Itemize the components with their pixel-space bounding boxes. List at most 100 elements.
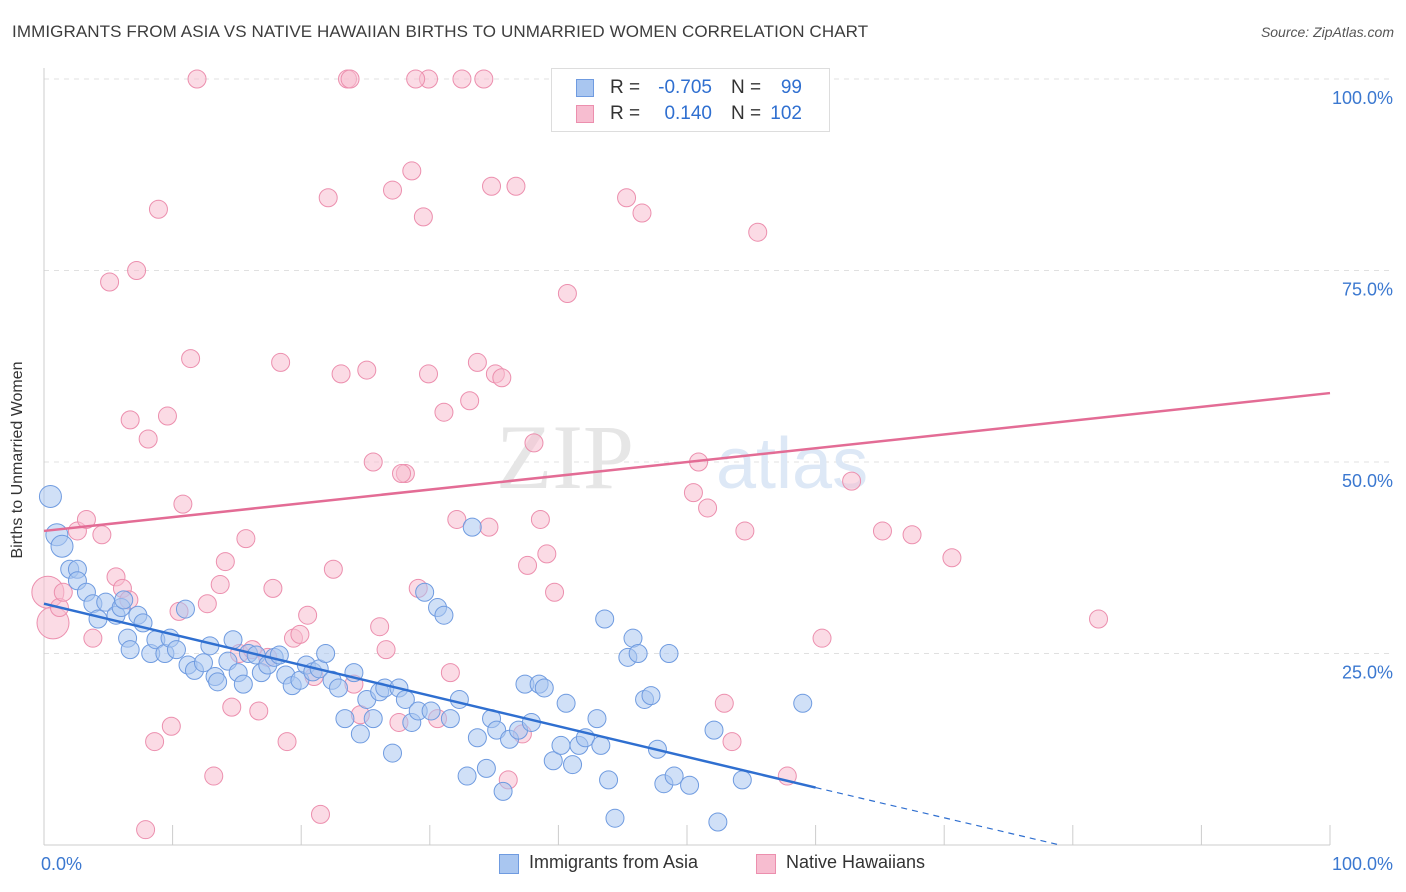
point-immigrants-from-asia	[659, 644, 679, 663]
point-native-hawaiians	[277, 732, 297, 752]
point-native-hawaiians	[145, 732, 165, 752]
x-tick-label-min: 0.0%	[41, 854, 82, 874]
point-immigrants-from-asia	[595, 609, 615, 629]
asia-r-label: R =	[610, 77, 641, 98]
point-immigrants-from-asia	[641, 686, 661, 706]
point-immigrants-from-asia	[415, 582, 435, 602]
trend-line-asia-extension	[815, 786, 1061, 846]
point-immigrants-from-asia	[628, 644, 648, 663]
hawaiian-swatch	[576, 105, 594, 123]
legend-hawaiian-swatch	[756, 854, 776, 874]
point-native-hawaiians	[370, 617, 390, 637]
point-native-hawaiians	[722, 732, 742, 752]
point-native-hawaiians	[197, 594, 217, 614]
point-native-hawaiians	[318, 188, 338, 208]
point-native-hawaiians	[357, 360, 377, 380]
trend-lines	[43, 391, 1331, 846]
watermark-atlas: atlas	[716, 424, 868, 504]
point-native-hawaiians	[236, 529, 256, 549]
point-native-hawaiians	[524, 433, 544, 453]
legend-asia-swatch	[499, 854, 519, 874]
point-native-hawaiians	[402, 161, 422, 181]
point-native-hawaiians	[406, 69, 426, 89]
point-native-hawaiians	[735, 521, 755, 541]
point-native-hawaiians	[148, 199, 168, 219]
point-native-hawaiians	[210, 575, 230, 595]
point-native-hawaiians	[157, 406, 177, 426]
point-native-hawaiians	[53, 582, 73, 602]
point-native-hawaiians	[363, 452, 383, 472]
hawaiian-n-label: N =	[731, 103, 762, 124]
point-native-hawaiians	[222, 697, 242, 717]
point-native-hawaiians	[537, 544, 557, 564]
point-native-hawaiians	[632, 203, 652, 223]
asia-swatch	[576, 79, 594, 97]
point-native-hawaiians	[447, 509, 467, 529]
point-native-hawaiians	[419, 364, 439, 384]
point-immigrants-from-asia	[493, 781, 513, 801]
chart-title: IMMIGRANTS FROM ASIA VS NATIVE HAWAIIAN …	[12, 22, 869, 41]
axes	[43, 68, 1331, 846]
point-native-hawaiians	[748, 222, 768, 242]
point-immigrants-from-asia	[732, 770, 752, 790]
point-immigrants-from-asia	[383, 743, 403, 763]
stats-row-hawaiian: R = 0.140 N = 102	[552, 101, 829, 127]
point-native-hawaiians	[474, 69, 494, 89]
point-native-hawaiians	[127, 261, 147, 280]
hawaiian-r-label: R =	[610, 103, 641, 124]
point-immigrants-from-asia	[175, 599, 195, 619]
point-native-hawaiians	[376, 640, 396, 660]
point-native-hawaiians	[942, 548, 962, 568]
point-immigrants-from-asia	[114, 590, 134, 610]
y-tick-label: 25.0%	[1342, 663, 1393, 683]
point-immigrants-from-asia	[462, 517, 482, 537]
point-native-hawaiians	[340, 69, 360, 89]
point-immigrants-from-asia	[467, 728, 487, 748]
legend-hawaiian-label: Native Hawaiians	[786, 852, 926, 872]
point-native-hawaiians	[683, 483, 703, 503]
point-native-hawaiians	[215, 552, 235, 572]
point-native-hawaiians	[187, 69, 207, 89]
point-immigrants-from-asia	[487, 720, 507, 740]
point-immigrants-from-asia	[556, 693, 576, 713]
point-immigrants-from-asia	[534, 678, 554, 698]
point-native-hawaiians	[440, 663, 460, 683]
point-immigrants-from-asia	[233, 674, 253, 694]
trend-line-immigrants-from-asia	[43, 602, 816, 789]
source-label: Source: ZipAtlas.com	[1260, 24, 1394, 40]
point-native-hawaiians	[518, 555, 538, 575]
point-native-hawaiians	[161, 716, 181, 736]
point-native-hawaiians	[506, 176, 526, 196]
point-native-hawaiians	[434, 402, 454, 422]
hawaiian-r-value: 0.140	[664, 103, 712, 124]
gridlines	[44, 78, 1392, 654]
point-native-hawaiians	[120, 410, 140, 430]
point-native-hawaiians	[872, 521, 892, 541]
point-native-hawaiians	[392, 463, 412, 483]
point-native-hawaiians	[413, 207, 433, 227]
point-native-hawaiians	[323, 559, 343, 579]
point-immigrants-from-asia	[587, 709, 607, 729]
point-immigrants-from-asia	[605, 808, 625, 828]
point-native-hawaiians	[271, 352, 291, 372]
point-immigrants-from-asia	[476, 758, 496, 778]
point-immigrants-from-asia	[208, 672, 228, 692]
stats-box: R = -0.705 N = 99 R = 0.140 N = 102	[551, 68, 830, 132]
asia-r-value: -0.705	[658, 77, 712, 98]
point-immigrants-from-asia	[434, 605, 454, 625]
point-immigrants-from-asia	[50, 534, 74, 558]
series-immigrants-from-asia	[38, 484, 813, 832]
point-native-hawaiians	[383, 180, 403, 200]
point-native-hawaiians	[290, 624, 310, 644]
point-native-hawaiians	[138, 429, 158, 449]
stats-row-asia: R = -0.705 N = 99	[552, 75, 829, 101]
point-immigrants-from-asia	[457, 766, 477, 786]
point-immigrants-from-asia	[166, 640, 186, 660]
x-tick-label-max: 100.0%	[1332, 854, 1393, 874]
y-tick-label: 100.0%	[1332, 88, 1393, 108]
y-tick-label: 50.0%	[1342, 471, 1393, 491]
point-native-hawaiians	[1089, 609, 1109, 629]
point-immigrants-from-asia	[664, 766, 684, 786]
point-native-hawaiians	[136, 820, 156, 840]
